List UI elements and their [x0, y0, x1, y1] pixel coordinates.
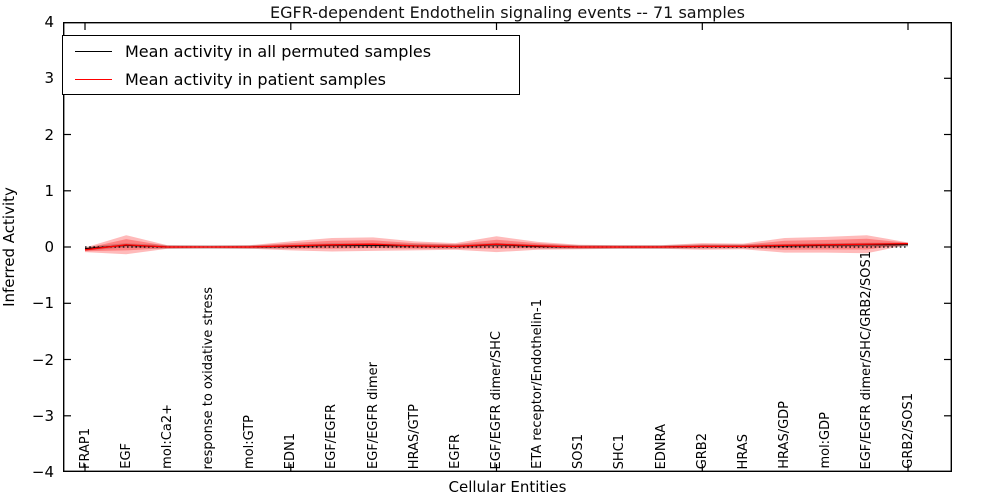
y-tick-label: 4 [44, 13, 54, 31]
x-tick-label: ETA receptor/Endothelin-1 [530, 299, 546, 469]
red-line-swatch [75, 78, 112, 80]
x-tick-label: GRB2/SOS1 [900, 393, 916, 469]
y-tick-label: −2 [31, 350, 54, 369]
x-tick-label: EGF/EGFR dimer/SHC/GRB2/SOS1 [859, 250, 875, 470]
legend-label: Mean activity in all permuted samples [125, 41, 432, 61]
x-tick-label: SOS1 [571, 433, 587, 469]
axes-frame [63, 22, 952, 472]
x-tick-label: EGFR [447, 434, 463, 469]
x-tick-label: EGF/EGFR [324, 404, 340, 469]
plot-area [63, 22, 952, 472]
x-axis-label: Cellular Entities [448, 478, 567, 496]
y-tick-label: 1 [44, 181, 54, 200]
x-tick-label: HRAS/GDP [777, 401, 793, 469]
x-tick-label: HRAS [735, 433, 751, 469]
x-tick-label: mol:GDP [818, 412, 834, 469]
legend: Mean activity in all permuted samples Me… [62, 35, 520, 95]
x-tick-label: EDNRA [653, 423, 669, 469]
legend-item-permuted: Mean activity in all permuted samples [63, 38, 519, 64]
x-tick-label: mol:GTP [242, 415, 258, 469]
y-tick-label: −1 [31, 294, 54, 313]
y-tick-label: 2 [44, 125, 54, 144]
x-tick-label: FRAP1 [77, 428, 93, 469]
y-tick-label: −3 [31, 406, 54, 425]
x-tick-label: GRB2 [694, 432, 710, 469]
x-tick-label: EGF/EGFR dimer [365, 362, 381, 469]
patient-mean-line [84, 242, 909, 251]
y-tick-label: 0 [44, 238, 54, 256]
permuted-band [85, 242, 908, 251]
legend-label: Mean activity in patient samples [125, 69, 386, 89]
y-tick-label: −4 [31, 463, 54, 481]
black-line-swatch [75, 50, 112, 52]
x-tick-label: EDN1 [283, 432, 299, 469]
legend-item-patient: Mean activity in patient samples [63, 66, 519, 92]
x-tick-label: HRAS/GTP [406, 403, 422, 469]
x-tick-label: SHC1 [612, 433, 628, 469]
x-tick-label: EGF [118, 443, 134, 469]
x-tick-label: response to oxidative stress [200, 286, 216, 469]
x-tick-label: EGF/EGFR dimer/SHC [489, 330, 504, 469]
chart-title: EGFR-dependent Endothelin signaling even… [270, 3, 745, 22]
x-tick-label: mol:Ca2+ [159, 404, 175, 469]
y-tick-label: 3 [44, 69, 54, 88]
